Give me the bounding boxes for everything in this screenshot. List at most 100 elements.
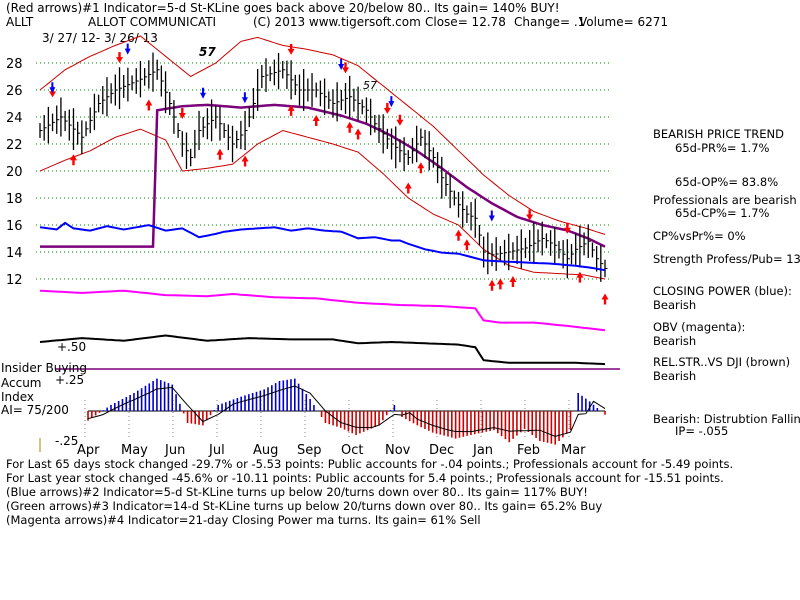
date-range: 3/ 27/ 12- 3/ 26/ 13 [42,31,158,45]
red-up-arrow [241,155,249,167]
peak-mark-2: 57 [363,79,377,92]
accum-index-line [87,385,606,437]
relstr-value: Bearish [653,369,697,383]
red-up-arrow [463,239,471,251]
x-tick-label: Dec [429,443,454,458]
blue-arrow [488,210,495,222]
red-down-arrow [526,209,534,221]
red-up-arrow [455,229,463,241]
relative-strength-line [39,334,606,366]
pr-value: 65d-PR%= 1.7% [675,141,770,155]
y-tick-label: 28 [6,57,23,72]
red-down-arrow [178,107,186,119]
blue-arrow [338,59,345,71]
x-tick-label: Jun [164,443,185,458]
op-value: 65d-OP%= 83.8% [675,175,779,189]
y-tick-label: 16 [6,219,23,234]
header-volume: Volume= 6271 [579,15,669,29]
x-tick-label: Aug [253,443,278,458]
header-copyright: (C) 2013 www.tigersoft.com [253,15,421,29]
lower-band-line [39,128,606,280]
header-ticker: ALLT [6,15,34,29]
x-tick-label: May [121,443,148,458]
header-indicator-line: (Red arrows)#1 Indicator=5-d St-KLine go… [6,1,560,15]
footer-magenta-arrows: (Magenta arrows)#4 Indicator=21-day Clos… [6,513,481,527]
x-tick-label: Feb [517,443,540,458]
x-tick-label: Jan [472,443,493,458]
y-tick-label: 14 [6,246,23,261]
red-down-arrow [342,62,350,74]
red-up-arrow [354,128,362,140]
y-tick-label: 20 [6,165,23,180]
red-up-arrow [145,99,153,111]
x-tick-label: Oct [341,443,363,458]
accum-bars [87,378,606,445]
x-tick-label: Sep [297,443,322,458]
pros-title: Professionals are bearish [653,193,797,207]
ai-label: AI= 75/200 [1,403,69,417]
accum-lower-level: -.25 [55,434,78,448]
blue-arrow [241,92,248,104]
x-tick-label: Jul [208,443,225,458]
red-up-arrow [404,182,412,194]
y-tick-label: 24 [6,111,23,126]
x-tick-label: Nov [385,443,411,458]
peak-mark-1: 57 [199,45,216,59]
footer-green-arrows: (Green arrows)#3 Indicator=14-d St-KLine… [6,499,603,513]
red-down-arrow [383,102,391,114]
obv-value: Bearish [653,334,697,348]
price-chart: 28 26 24 22 20 18 16 14 12 Apr May Jun Jul Aug Sep Oct… [6,35,620,458]
red-up-arrow [496,278,504,290]
insider-buying-label: Insider Buying [1,361,87,375]
distribution-label: Bearish: Distrubtion Falling [653,412,800,426]
header-company: ALLOT COMMUNICATI [88,15,217,29]
red-down-arrow [396,114,404,126]
red-up-arrow [417,162,425,174]
red-down-arrow [287,43,295,55]
upper-band-line [39,35,606,235]
red-up-arrow [287,104,295,116]
ip-value: IP= -.055 [675,424,729,438]
red-down-arrow [116,52,124,64]
y-tick-label: 22 [6,138,23,153]
cpvspr-value: CP%vsPr%= 0% [653,229,746,243]
closing-power-label: CLOSING POWER (blue): [653,284,792,298]
red-up-arrow [601,293,609,305]
red-up-arrow [69,154,77,166]
footer-year: For Last year stock changed -45.6% or -1… [6,471,724,485]
accum-upper-level: +.25 [55,373,84,387]
index-label: Index [1,390,35,404]
y-tick-label: 26 [6,84,23,99]
closing-power-value: Bearish [653,298,697,312]
obv-level-label: +.50 [57,340,86,354]
blue-arrow [49,82,56,94]
relstr-label: REL.STR..VS DJI (brown) [653,355,791,369]
red-up-arrow [509,276,517,288]
x-tick-label: Apr [77,443,100,458]
closing-power-line [39,221,606,272]
obv-label: OBV (magenta): [653,320,746,334]
y-tick-label: 18 [6,192,23,207]
header-close: Close= 12.78 [425,15,506,29]
obv-line [39,289,606,332]
footer-blue-arrows: (Blue arrows)#2 Indicator=5-d St-KLine t… [6,485,588,499]
red-up-arrow [216,148,224,160]
strength-value: Strength Profess/Pub= 13 [653,252,800,266]
red-up-arrow [346,121,354,133]
blue-arrow [124,43,131,55]
y-tick-label: 12 [6,273,23,288]
red-down-arrow [563,222,571,234]
red-up-arrow [576,271,584,283]
header-change: Change= .1 [514,15,586,29]
x-tick-label: Mar [561,443,586,458]
red-up-arrow [488,279,496,291]
footer-65day: For Last 65 days stock changed -29.7% or… [6,457,734,471]
accum-label: Accum [1,376,42,390]
price-bars [39,52,608,282]
red-up-arrow [312,115,320,127]
blue-arrow [388,96,395,108]
trend-title: BEARISH PRICE TREND [653,127,785,141]
cp-value: 65d-CP%= 1.7% [675,206,770,220]
moving-average-line [40,103,606,248]
blue-arrow [200,87,207,99]
